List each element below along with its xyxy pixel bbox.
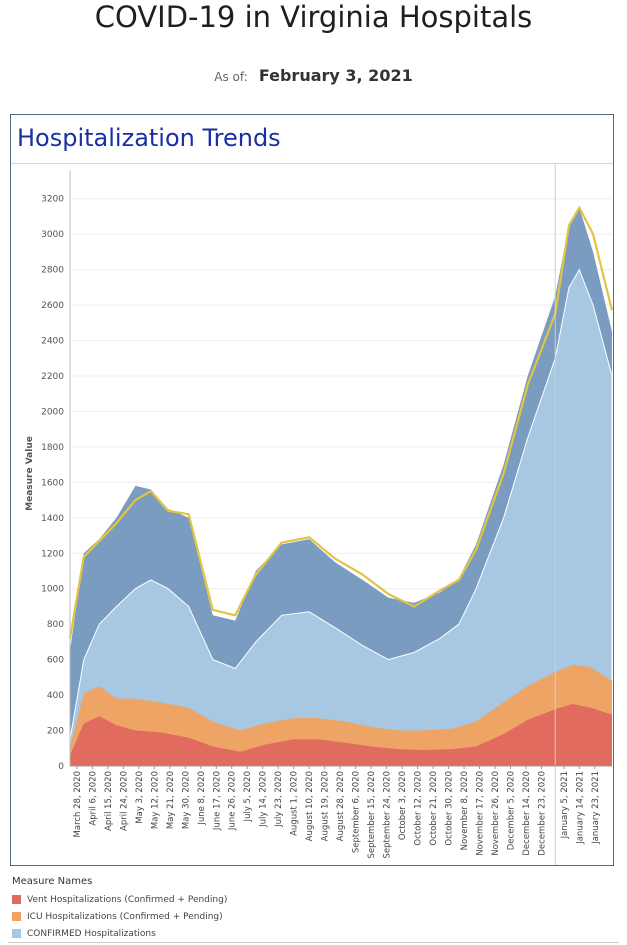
- x-tick-label: January 23, 2021: [591, 771, 601, 845]
- x-tick-label: August 10, 2020: [305, 771, 315, 841]
- y-tick-label: 2400: [41, 337, 64, 347]
- x-tick-label: November 8, 2020: [460, 771, 470, 850]
- y-tick-label: 1200: [41, 549, 64, 559]
- series-7day-average-line: [68, 205, 614, 639]
- y-tick-label: 1400: [41, 514, 64, 524]
- legend-label-confirmed: CONFIRMED Hospitalizations: [27, 928, 156, 939]
- x-tick-label: June 17, 2020: [212, 771, 222, 831]
- legend: Measure Names Vent Hospitalizations (Con…: [12, 876, 227, 942]
- y-tick-label: 1800: [41, 443, 64, 453]
- as-of-line: As of: February 3, 2021: [0, 66, 627, 85]
- legend-item-icu[interactable]: ICU Hospitalizations (Confirmed + Pendin…: [12, 908, 227, 925]
- x-tick-label: October 12, 2020: [414, 771, 424, 846]
- x-tick-label: August 19, 2020: [321, 771, 331, 841]
- x-tick-label: December 14, 2020: [522, 771, 532, 856]
- x-tick-label: March 28, 2020: [73, 771, 83, 837]
- x-tick-label: August 28, 2020: [336, 771, 346, 841]
- legend-item-confirmed[interactable]: CONFIRMED Hospitalizations: [12, 925, 227, 942]
- series-icu-area: [70, 665, 612, 766]
- hospitalization-chart[interactable]: 0 200 400 600 800 1000 1200 1400 1600 1800 2000 220…: [0, 0, 627, 880]
- legend-label-icu: ICU Hospitalizations (Confirmed + Pendin…: [27, 911, 223, 922]
- x-tick-label: June 26, 2020: [228, 771, 238, 831]
- y-tick-label: 0: [58, 762, 64, 772]
- as-of-date: February 3, 2021: [258, 66, 413, 85]
- x-tick-label: December 5, 2020: [507, 771, 517, 850]
- x-tick-label: November 17, 2020: [476, 771, 486, 856]
- y-tick-label: 2000: [41, 407, 64, 417]
- x-tick-label: September 15, 2020: [367, 771, 377, 859]
- x-tick-label: May 3, 2020: [135, 771, 145, 824]
- y-tick-label: 1000: [41, 585, 64, 595]
- legend-label-vent: Vent Hospitalizations (Confirmed + Pendi…: [27, 894, 228, 905]
- legend-swatch-confirmed: [12, 929, 21, 938]
- y-tick-label: 2600: [41, 301, 64, 311]
- series-vent-area: [70, 704, 612, 766]
- y-tick-label: 800: [47, 620, 64, 630]
- as-of-label: As of:: [214, 70, 248, 84]
- y-tick-label: 1600: [41, 478, 64, 488]
- card-divider: [11, 163, 613, 164]
- x-tick-label: April 24, 2020: [119, 771, 129, 831]
- x-tick-label: June 8, 2020: [197, 771, 207, 826]
- legend-item-vent[interactable]: Vent Hospitalizations (Confirmed + Pendi…: [12, 891, 227, 908]
- x-tick-label: September 24, 2020: [383, 771, 393, 859]
- legend-swatch-icu: [12, 912, 21, 921]
- y-tick-label: 2200: [41, 372, 64, 382]
- x-tick-label: August 1, 2020: [290, 771, 300, 836]
- x-tick-label: January 14, 2021: [575, 771, 585, 845]
- x-tick-label: July 23, 2020: [274, 771, 284, 828]
- card-title: Hospitalization Trends: [17, 124, 281, 152]
- legend-title: Measure Names: [12, 876, 93, 887]
- x-tick-label: October 21, 2020: [429, 771, 439, 846]
- x-tick-label: January 5, 2021: [560, 771, 570, 839]
- y-tick-label: 3000: [41, 230, 64, 240]
- x-tick-label: July 5, 2020: [243, 771, 253, 822]
- x-tick-label: September 6, 2020: [352, 771, 362, 853]
- x-tick-label: October 30, 2020: [445, 771, 455, 846]
- x-tick-label: May 30, 2020: [181, 771, 191, 829]
- x-tick-label: April 15, 2020: [104, 771, 114, 831]
- y-axis-label: Measure Value: [25, 436, 35, 511]
- x-tick-label: October 3, 2020: [398, 771, 408, 840]
- x-tick-label: December 23, 2020: [538, 771, 548, 856]
- x-tick-label: April 6, 2020: [88, 771, 98, 826]
- series-confirmed-area: [69, 268, 613, 767]
- y-tick-label: 3200: [41, 195, 64, 205]
- x-tick-label: July 14, 2020: [259, 771, 269, 828]
- x-tick-label: May 12, 2020: [150, 771, 160, 829]
- legend-swatch-vent: [12, 895, 21, 904]
- y-tick-label: 400: [47, 691, 64, 701]
- y-tick-label: 600: [47, 656, 64, 666]
- bottom-rule: [8, 942, 619, 943]
- y-tick-label: 200: [47, 727, 64, 737]
- page-title: COVID-19 in Virginia Hospitals: [94, 0, 533, 34]
- x-tick-label: May 21, 2020: [166, 771, 176, 829]
- y-tick-label: 2800: [41, 266, 64, 276]
- x-tick-label: November 26, 2020: [491, 771, 501, 856]
